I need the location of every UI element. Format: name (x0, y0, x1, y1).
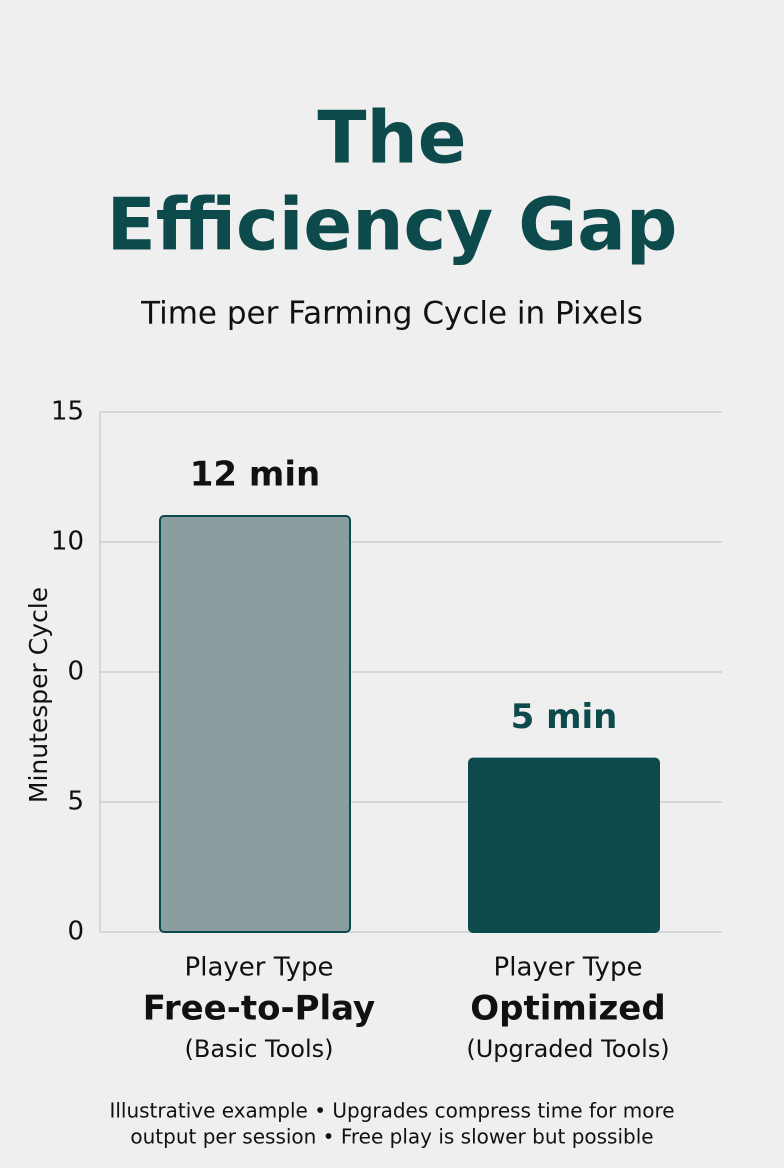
chart-subtitle: Time per Farming Cycle in Pixels (140, 296, 643, 332)
category-note: (Basic Tools) (184, 1035, 333, 1063)
y-tick-label: 0 (67, 917, 84, 947)
x-axis-label: Player Type (494, 953, 643, 983)
category-note: (Upgraded Tools) (466, 1035, 669, 1063)
bar (468, 757, 660, 934)
value-label: 12 min (190, 455, 320, 495)
y-tick-label: 5 (67, 787, 84, 817)
y-tick-label: 10 (51, 527, 84, 557)
x-tick-label: Free-to-Play (143, 989, 375, 1029)
x-axis-label: Player Type (185, 953, 334, 983)
bar (159, 515, 351, 933)
x-tick-label: Optimized (470, 989, 665, 1029)
chart-title: The (317, 96, 466, 180)
y-tick-label: 15 (51, 397, 84, 427)
footnote: output per session • Free play is slower… (130, 1125, 653, 1149)
footnote: Illustrative example • Upgrades compress… (109, 1099, 674, 1123)
y-tick-label: 0 (67, 657, 84, 687)
y-axis-label: Minutesper Cycle (24, 587, 53, 803)
chart-title: Efficiency Gap (107, 183, 678, 267)
value-label: 5 min (511, 697, 618, 737)
